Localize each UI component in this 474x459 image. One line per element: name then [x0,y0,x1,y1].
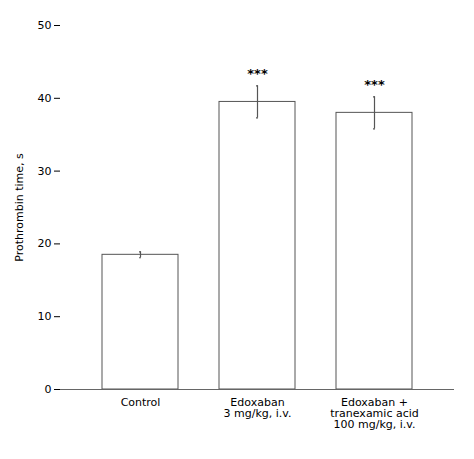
svg-text:Prothrombin time, s: Prothrombin time, s [13,153,26,262]
svg-text:20: 20 [38,237,52,250]
svg-text:Control: Control [121,396,161,409]
svg-text:***: *** [247,66,268,81]
svg-text:10: 10 [38,310,52,323]
svg-text:40: 40 [38,92,52,105]
svg-text:***: *** [364,77,385,92]
svg-text:50: 50 [38,19,52,32]
svg-text:0: 0 [45,383,52,396]
svg-text:Edoxaban +tranexamic acid100 m: Edoxaban +tranexamic acid100 mg/kg, i.v. [330,396,419,431]
svg-text:Edoxaban3 mg/kg, i.v.: Edoxaban3 mg/kg, i.v. [224,396,292,420]
svg-text:30: 30 [38,165,52,178]
